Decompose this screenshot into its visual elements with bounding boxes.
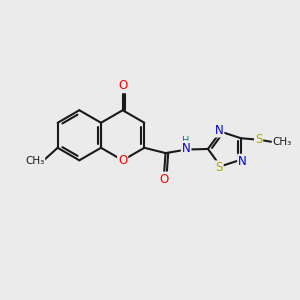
Text: S: S [255,133,262,146]
Text: O: O [118,154,127,167]
Text: O: O [160,172,169,185]
Text: CH₃: CH₃ [273,137,292,147]
Text: S: S [215,161,223,174]
Text: H: H [182,136,190,146]
Text: N: N [215,124,224,136]
Text: O: O [118,79,127,92]
Text: N: N [182,142,190,154]
Text: CH₃: CH₃ [25,156,44,166]
Text: N: N [238,155,247,168]
